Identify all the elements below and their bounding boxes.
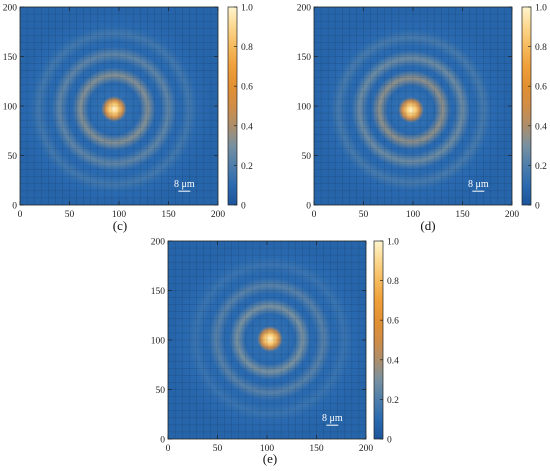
y-tick-label: 50 bbox=[8, 152, 18, 162]
x-tick-label: 150 bbox=[309, 444, 324, 454]
scale-bar-label: 8 μm bbox=[468, 179, 489, 190]
x-tick-label: 0 bbox=[312, 210, 317, 220]
x-tick-label: 50 bbox=[213, 444, 223, 454]
colorbar-tick-label: 1.0 bbox=[241, 4, 253, 14]
heatmap-svg-e: 0 50 100 150 200 0 50 100 150 200 8 μm 0 0.2 0.4 0.6 0.… bbox=[151, 238, 399, 455]
colorbar-tick-label: 0.4 bbox=[241, 122, 253, 132]
x-tick-label: 100 bbox=[406, 210, 421, 220]
scale-bar-label: 8 μm bbox=[174, 179, 195, 190]
y-tick-label: 200 bbox=[3, 4, 18, 14]
colorbar-tick-label: 0 bbox=[535, 202, 540, 212]
x-tick-label: 150 bbox=[455, 210, 470, 220]
colorbar-tick-label: 1.0 bbox=[387, 238, 399, 248]
colorbar-tick-label: 0.2 bbox=[241, 162, 253, 172]
colorbar-tick-label: 0.4 bbox=[387, 356, 399, 366]
colorbar-tick-label: 0.4 bbox=[535, 122, 547, 132]
colorbar-tick-label: 0.2 bbox=[535, 162, 547, 172]
colorbar-tick-label: 0.8 bbox=[387, 277, 399, 287]
y-tick-label: 200 bbox=[297, 4, 312, 14]
intensity-field bbox=[168, 241, 366, 439]
colorbar-tick-label: 0 bbox=[387, 436, 392, 446]
y-tick-label: 100 bbox=[297, 103, 312, 113]
y-tick-label: 100 bbox=[151, 337, 166, 347]
chart-panel-e: 0 50 100 150 200 0 50 100 150 200 8 μm 0 0.2 0.4 0.6 0.… bbox=[150, 236, 425, 471]
y-tick-label: 50 bbox=[156, 386, 166, 396]
scale-bar-label: 8 μm bbox=[322, 413, 343, 424]
y-tick-label: 0 bbox=[12, 202, 17, 212]
x-tick-label: 0 bbox=[18, 210, 23, 220]
y-tick-label: 0 bbox=[160, 436, 165, 446]
colorbar bbox=[373, 240, 384, 440]
x-tick-label: 200 bbox=[359, 444, 374, 454]
intensity-field bbox=[314, 7, 512, 205]
colorbar-tick-label: 0 bbox=[241, 202, 246, 212]
y-tick-label: 100 bbox=[3, 103, 18, 113]
x-tick-label: 50 bbox=[359, 210, 369, 220]
colorbar-tick-label: 0.2 bbox=[387, 396, 399, 406]
colorbar-tick-label: 0.6 bbox=[241, 83, 253, 93]
x-tick-label: 50 bbox=[65, 210, 75, 220]
colorbar bbox=[227, 6, 238, 206]
chart-panel-d: 0 50 100 150 200 0 50 100 150 200 8 μm 0 0.2 0.4 0.6 0.… bbox=[296, 0, 550, 235]
chart-panel-c: 0 50 100 150 200 0 50 100 150 200 8 μm 0 0.2 0.4 0.6 0.… bbox=[0, 0, 275, 235]
panel-label-d: (d) bbox=[420, 218, 436, 233]
y-tick-label: 50 bbox=[302, 152, 312, 162]
y-tick-label: 0 bbox=[306, 202, 311, 212]
x-tick-label: 100 bbox=[260, 444, 275, 454]
cell-grid bbox=[20, 7, 218, 205]
x-tick-label: 100 bbox=[112, 210, 127, 220]
intensity-field bbox=[20, 7, 218, 205]
y-tick-label: 200 bbox=[151, 238, 166, 248]
x-tick-label: 0 bbox=[166, 444, 171, 454]
y-tick-label: 150 bbox=[3, 53, 18, 63]
panel-label-c: (c) bbox=[112, 218, 128, 233]
heatmap-svg-c: 0 50 100 150 200 0 50 100 150 200 8 μm 0 0.2 0.4 0.6 0.… bbox=[3, 4, 253, 221]
colorbar-tick-label: 0.8 bbox=[535, 43, 547, 53]
x-tick-label: 200 bbox=[505, 210, 520, 220]
colorbar-tick-label: 0.6 bbox=[535, 83, 547, 93]
panel-label-e: (e) bbox=[262, 451, 278, 466]
y-tick-label: 150 bbox=[297, 53, 312, 63]
x-tick-label: 150 bbox=[161, 210, 176, 220]
cell-grid bbox=[168, 241, 366, 439]
heatmap-svg-d: 0 50 100 150 200 0 50 100 150 200 8 μm 0 0.2 0.4 0.6 0.… bbox=[297, 4, 547, 221]
colorbar-tick-label: 1.0 bbox=[535, 4, 547, 14]
colorbar-tick-label: 0.6 bbox=[387, 317, 399, 327]
colorbar bbox=[521, 6, 532, 206]
y-tick-label: 150 bbox=[151, 287, 166, 297]
x-tick-label: 200 bbox=[211, 210, 226, 220]
colorbar-tick-label: 0.8 bbox=[241, 43, 253, 53]
cell-grid bbox=[314, 7, 512, 205]
